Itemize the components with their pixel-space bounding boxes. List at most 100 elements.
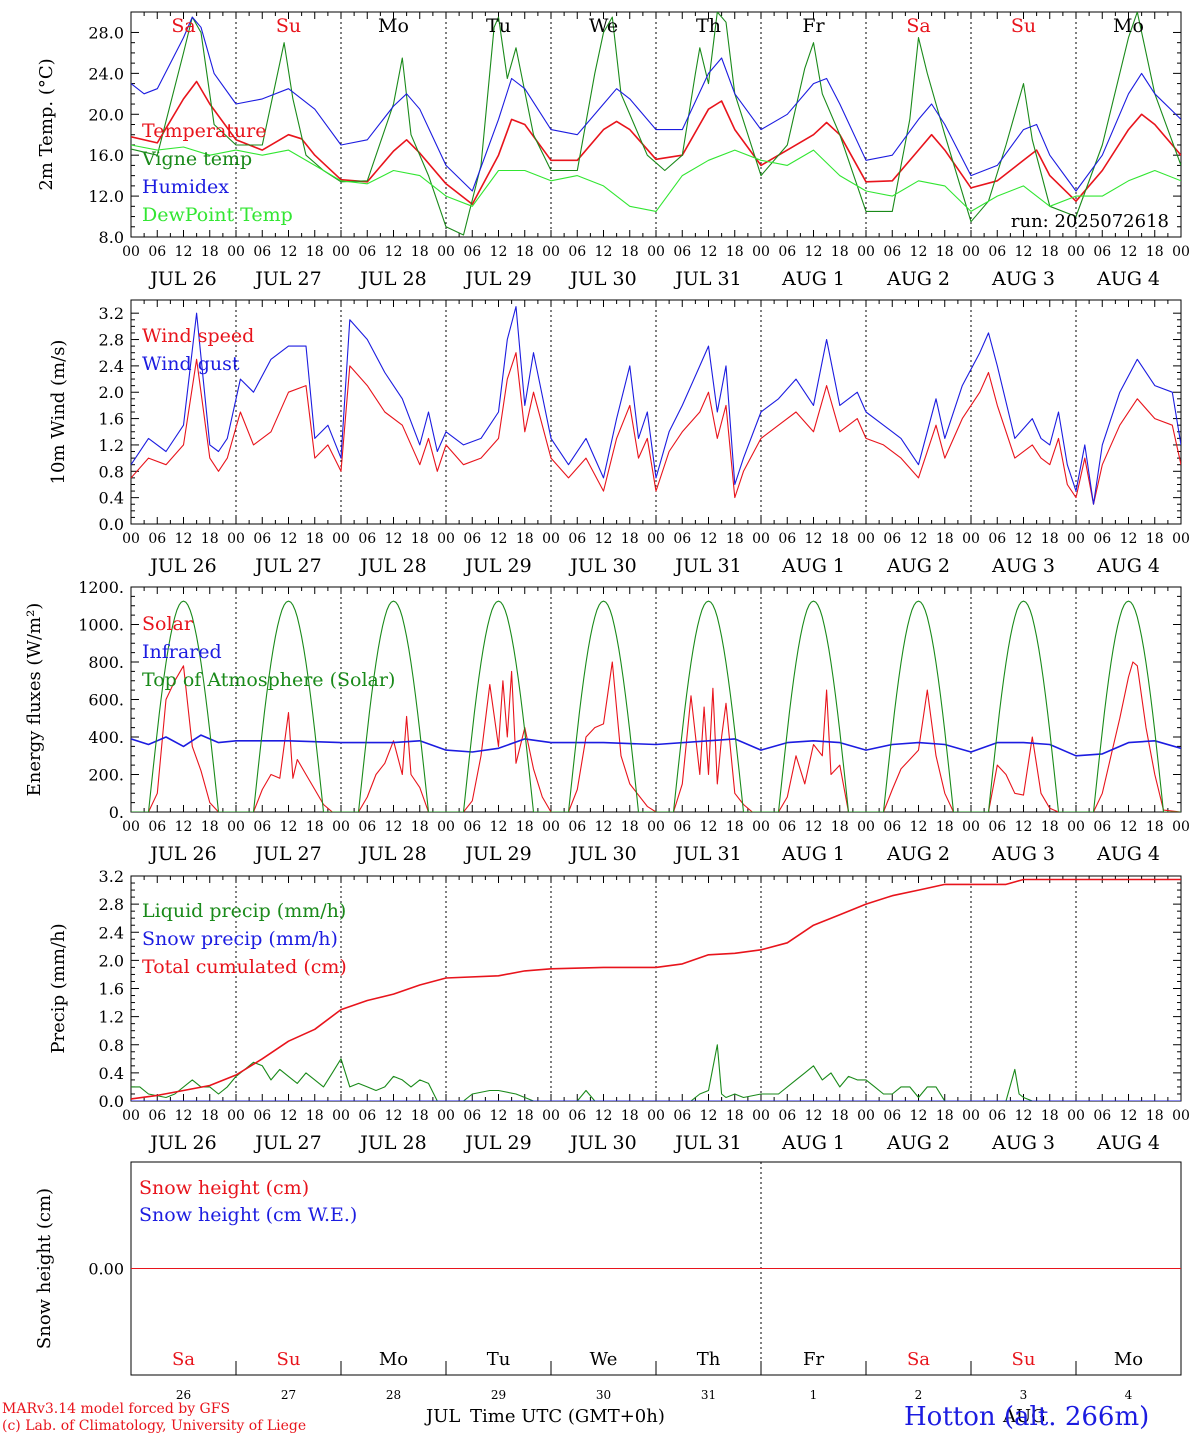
panel-temp: 8.0 12.0 16.0 20.0 24.0 28.0 2m Temp. (°C) 00 06… (36, 11, 1190, 290)
x-hour-label: 00 (1067, 531, 1085, 547)
x-hour-label: 12 (1120, 819, 1138, 835)
day-name-bottom: Sa (907, 1349, 930, 1370)
x-hour-label: 00 (752, 244, 770, 260)
model-credit-line-1: MARv3.14 model forced by GFS (2, 1401, 231, 1417)
day-number: 30 (596, 1388, 611, 1402)
x-hour-label: 12 (700, 244, 718, 260)
y-tick-label: 2.4 (99, 357, 124, 376)
x-hour-label: 06 (778, 819, 796, 835)
x-hour-label: 12 (700, 1108, 718, 1124)
x-hour-label: 12 (385, 1108, 403, 1124)
series-line-top-of-atmosphere-solar- (131, 600, 1181, 812)
y-tick-label: 16.0 (88, 146, 124, 165)
x-hour-label: 12 (595, 531, 613, 547)
x-date-label: JUL 31 (673, 555, 741, 577)
day-number: 28 (386, 1388, 401, 1402)
x-hour-label: 00 (1067, 1108, 1085, 1124)
day-number: 29 (491, 1388, 506, 1402)
y-tick-label: 0.0 (99, 1092, 124, 1111)
x-date-label: AUG 1 (781, 268, 845, 290)
x-hour-label: 18 (936, 1108, 954, 1124)
x-hour-label: 18 (1146, 1108, 1164, 1124)
day-name-top: Tu (486, 15, 511, 37)
x-date-label: JUL 28 (358, 555, 426, 577)
x-hour-label: 18 (201, 531, 219, 547)
x-hour-label: 18 (411, 531, 429, 547)
x-hour-label: 00 (1172, 244, 1190, 260)
x-hour-label: 18 (1041, 1108, 1059, 1124)
x-hour-label: 00 (122, 1108, 140, 1124)
x-hour-label: 00 (1067, 244, 1085, 260)
x-hour-label: 06 (673, 244, 691, 260)
x-date-label: JUL 30 (568, 555, 636, 577)
x-hour-label: 18 (726, 1108, 744, 1124)
y-tick-label: 28.0 (88, 23, 124, 42)
x-hour-label: 18 (936, 819, 954, 835)
x-hour-label: 00 (437, 819, 455, 835)
x-date-label: AUG 1 (781, 555, 845, 577)
day-number: 1 (810, 1388, 818, 1402)
y-tick-label: 24.0 (88, 64, 124, 83)
y-tick-label: 0.4 (99, 1064, 124, 1083)
x-hour-label: 00 (647, 531, 665, 547)
x-date-label: AUG 4 (1096, 1132, 1160, 1154)
legend-entry: Temperature (142, 120, 266, 142)
x-date-label: JUL 27 (253, 555, 321, 577)
x-date-label: AUG 4 (1096, 555, 1160, 577)
x-hour-label: 00 (227, 531, 245, 547)
x-hour-label: 06 (988, 244, 1006, 260)
y-tick-label: 3.2 (99, 304, 124, 323)
x-hour-label: 12 (280, 531, 298, 547)
y-tick-label: 1200. (78, 578, 124, 597)
x-date-label: AUG 2 (886, 843, 950, 865)
x-hour-label: 12 (385, 244, 403, 260)
x-hour-label: 12 (700, 531, 718, 547)
day-name-top: Fr (802, 15, 825, 37)
day-name-top: We (589, 15, 618, 37)
x-date-label: AUG 4 (1096, 268, 1160, 290)
y-axis-label: Energy fluxes (W/m²) (24, 603, 45, 797)
x-date-label: AUG 2 (886, 1132, 950, 1154)
y-tick-label: 2.4 (99, 923, 124, 942)
x-date-label: AUG 4 (1096, 843, 1160, 865)
x-hour-label: 00 (962, 1108, 980, 1124)
x-hour-label: 00 (647, 244, 665, 260)
y-tick-label: 0.8 (99, 1036, 124, 1055)
day-name-top: Th (696, 15, 721, 37)
x-hour-label: 18 (1041, 531, 1059, 547)
x-hour-label: 18 (306, 244, 324, 260)
y-tick-label: 12.0 (88, 187, 124, 206)
x-hour-label: 18 (306, 1108, 324, 1124)
y-tick-label: 1000. (78, 616, 124, 635)
y-tick-label: 0. (109, 803, 124, 822)
x-hour-label: 06 (778, 244, 796, 260)
legend-entry: Top of Atmosphere (Solar) (142, 669, 395, 691)
x-hour-label: 00 (857, 531, 875, 547)
day-number: 3 (1020, 1388, 1028, 1402)
series-group (131, 12, 1181, 236)
x-hour-label: 18 (726, 819, 744, 835)
y-tick-label: 2.8 (99, 331, 124, 350)
x-hour-label: 00 (857, 1108, 875, 1124)
x-hour-label: 00 (647, 1108, 665, 1124)
x-hour-label: 18 (1041, 819, 1059, 835)
x-date-label: JUL 31 (673, 268, 741, 290)
x-hour-label: 12 (910, 531, 928, 547)
x-hour-label: 00 (647, 819, 665, 835)
legend-entry: Solar (142, 613, 194, 635)
day-number: 2 (915, 1388, 923, 1402)
day-number: 31 (701, 1388, 716, 1402)
x-hour-label: 00 (122, 531, 140, 547)
x-hour-label: 06 (568, 244, 586, 260)
series-line-vigne-temp (131, 12, 1181, 236)
x-date-label: JUL 26 (148, 268, 216, 290)
x-hour-label: 06 (253, 1108, 271, 1124)
x-date-label: AUG 3 (991, 268, 1055, 290)
x-hour-label: 06 (883, 1108, 901, 1124)
x-hour-label: 18 (831, 244, 849, 260)
x-hour-label: 12 (280, 1108, 298, 1124)
y-axis-label: Snow height (cm) (34, 1188, 55, 1349)
y-tick-label: 600. (88, 691, 124, 710)
x-hour-label: 18 (726, 531, 744, 547)
x-hour-label: 18 (936, 531, 954, 547)
